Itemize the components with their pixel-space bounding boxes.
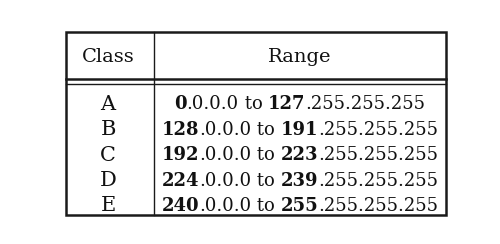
Text: .255.255.255: .255.255.255: [306, 95, 426, 113]
Text: 239: 239: [280, 172, 318, 190]
Text: .255.255.255: .255.255.255: [318, 172, 438, 190]
Text: to: to: [251, 146, 280, 164]
Text: .255.255.255: .255.255.255: [318, 121, 438, 139]
Text: 127: 127: [268, 95, 306, 113]
Text: B: B: [100, 120, 116, 139]
Text: E: E: [100, 196, 116, 215]
Text: 240: 240: [162, 197, 199, 215]
Text: 224: 224: [162, 172, 199, 190]
Text: .0.0.0: .0.0.0: [199, 197, 251, 215]
Text: Range: Range: [268, 48, 332, 66]
Text: 0: 0: [174, 95, 186, 113]
Text: to: to: [251, 172, 280, 190]
Text: .0.0.0: .0.0.0: [199, 121, 251, 139]
Text: .0.0.0: .0.0.0: [199, 146, 251, 164]
Text: .255.255.255: .255.255.255: [318, 197, 438, 215]
Text: to: to: [238, 95, 268, 113]
Text: 128: 128: [162, 121, 199, 139]
Text: 255: 255: [280, 197, 318, 215]
FancyBboxPatch shape: [66, 32, 446, 215]
Text: Class: Class: [82, 48, 134, 66]
Text: C: C: [100, 146, 116, 165]
Text: to: to: [251, 197, 280, 215]
Text: 192: 192: [162, 146, 199, 164]
Text: to: to: [251, 121, 280, 139]
Text: .255.255.255: .255.255.255: [318, 146, 438, 164]
Text: .0.0.0: .0.0.0: [186, 95, 238, 113]
Text: 191: 191: [280, 121, 318, 139]
Text: 223: 223: [280, 146, 318, 164]
Text: D: D: [100, 171, 116, 190]
Text: A: A: [100, 95, 116, 114]
Text: .0.0.0: .0.0.0: [199, 172, 251, 190]
